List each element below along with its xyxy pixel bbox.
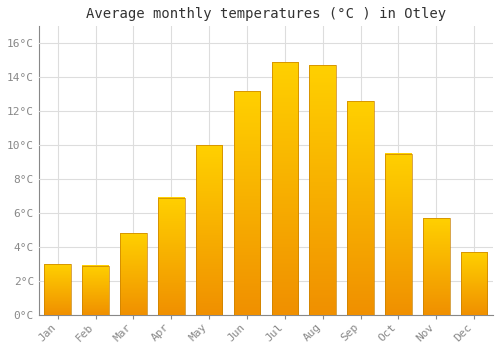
Bar xyxy=(120,233,146,315)
Bar xyxy=(234,91,260,315)
Bar xyxy=(196,145,222,315)
Bar xyxy=(310,65,336,315)
Title: Average monthly temperatures (°C ) in Otley: Average monthly temperatures (°C ) in Ot… xyxy=(86,7,446,21)
Bar xyxy=(44,264,71,315)
Bar xyxy=(461,252,487,315)
Bar xyxy=(272,62,298,315)
Bar xyxy=(82,266,109,315)
Bar xyxy=(423,218,450,315)
Bar xyxy=(385,154,411,315)
Bar xyxy=(348,101,374,315)
Bar xyxy=(158,198,184,315)
